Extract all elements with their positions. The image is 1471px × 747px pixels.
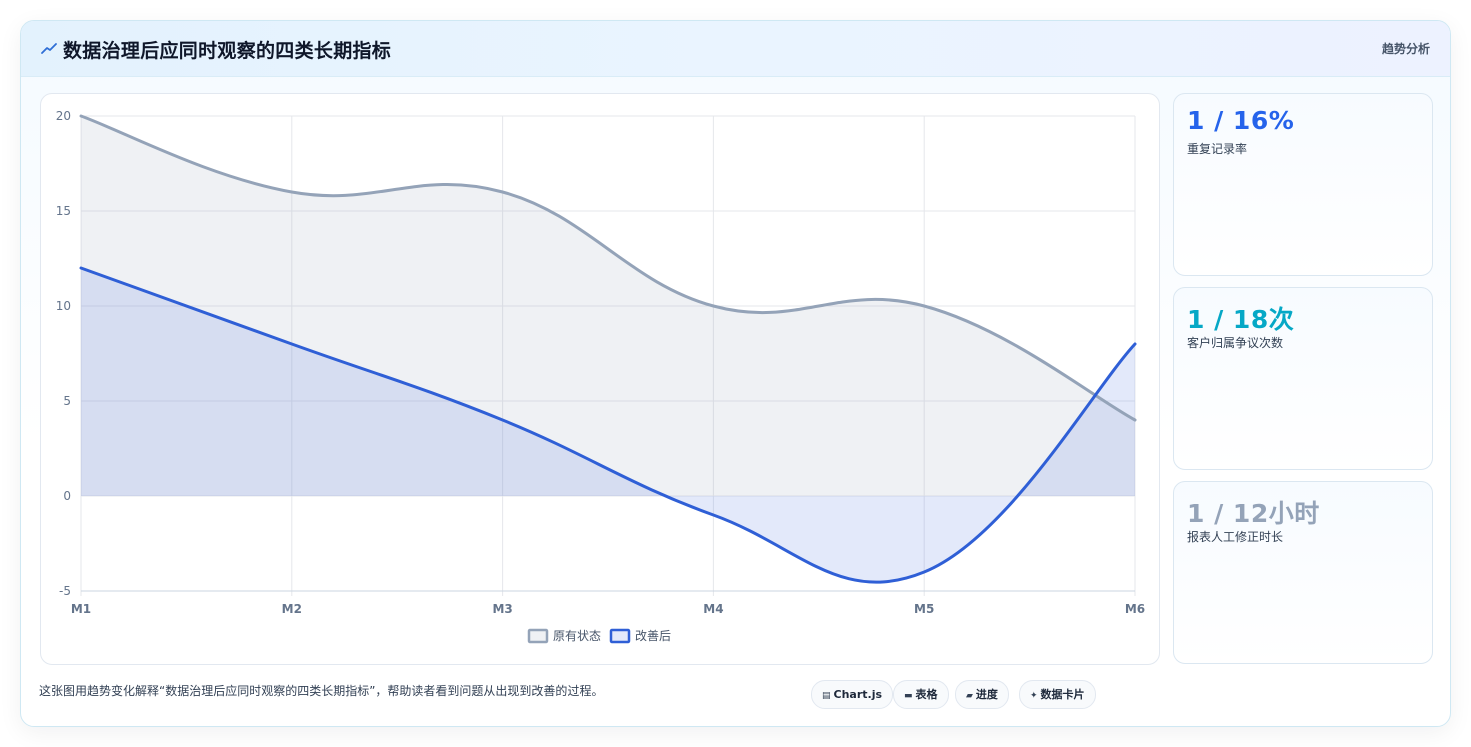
chip-data-card[interactable]: ✦ 数据卡片 bbox=[1019, 680, 1096, 709]
series-line-2 bbox=[79, 266, 1137, 584]
chip-progress[interactable]: ▰ 进度 bbox=[955, 680, 1009, 709]
y-tick-label: 20 bbox=[56, 109, 71, 123]
table-icon: ▬ bbox=[904, 691, 913, 701]
data-card-icon: ✦ bbox=[1030, 691, 1038, 701]
chart-icon: ▤ bbox=[822, 691, 831, 701]
line-chart: 20 15 10 5 0 -5M1 M2 M3 M4 M5 M6 原有状态 改善后 bbox=[56, 109, 1145, 644]
chart-panel: 20 15 10 5 0 -5 M1 M2 M3 M4 M5 M6 原有状态 改善后 bbox=[40, 93, 1160, 665]
metric-label: 报表人工修正时长 bbox=[1187, 530, 1284, 544]
x-tick-label: M2 bbox=[282, 602, 302, 616]
x-tick-label: M3 bbox=[492, 602, 512, 616]
x-tick-label: M6 bbox=[1125, 602, 1145, 616]
metric-value: 1 / 16% bbox=[1187, 106, 1295, 135]
metric-card-duplicate-rate: 1 / 16% 重复记录率 bbox=[1173, 93, 1433, 276]
legend-label[interactable]: 原有状态 bbox=[553, 629, 601, 643]
metric-value: 1 / 18次 bbox=[1187, 305, 1295, 334]
dashboard-card: 数据治理后应同时观察的四类长期指标 趋势分析 20 15 10 5 0 -5 M1 M2 M3 M… bbox=[20, 20, 1451, 727]
progress-icon: ▰ bbox=[966, 691, 973, 701]
legend-swatch bbox=[527, 628, 549, 644]
y-tick-label: 5 bbox=[63, 394, 71, 408]
legend-swatch bbox=[609, 628, 631, 644]
y-tick-label: -5 bbox=[59, 584, 71, 598]
card-header: 数据治理后应同时观察的四类长期指标 趋势分析 bbox=[21, 21, 1450, 77]
series-area-1 bbox=[81, 116, 1135, 496]
page-title: 数据治理后应同时观察的四类长期指标 bbox=[63, 40, 392, 62]
series-area-2 bbox=[81, 268, 1135, 583]
metric-label: 重复记录率 bbox=[1187, 142, 1248, 156]
metric-value: 1 / 12小时 bbox=[1187, 499, 1320, 528]
metric-label: 客户归属争议次数 bbox=[1187, 336, 1284, 350]
x-tick-label: M5 bbox=[914, 602, 934, 616]
y-tick-label: 10 bbox=[56, 299, 71, 313]
chart-description: 这张图用趋势变化解释“数据治理后应同时观察的四类长期指标”，帮助读者看到问题从出… bbox=[39, 684, 604, 698]
series-line-1 bbox=[79, 114, 1137, 422]
legend-label[interactable]: 改善后 bbox=[635, 628, 671, 643]
chip-chartjs[interactable]: ▤ Chart.js bbox=[811, 680, 894, 709]
x-tick-label: M1 bbox=[71, 602, 91, 616]
x-tick-label: M4 bbox=[703, 602, 723, 616]
metric-card-report-fix-hours: 1 / 12小时 报表人工修正时长 bbox=[1173, 481, 1433, 664]
y-tick-label: 15 bbox=[56, 204, 71, 218]
trend-analysis-link[interactable]: 趋势分析 bbox=[1381, 42, 1430, 56]
chip-table[interactable]: ▬ 表格 bbox=[893, 680, 949, 709]
metric-card-ownership-disputes: 1 / 18次 客户归属争议次数 bbox=[1173, 287, 1433, 470]
y-tick-label: 0 bbox=[63, 489, 71, 503]
sparkline-icon bbox=[41, 43, 57, 54]
